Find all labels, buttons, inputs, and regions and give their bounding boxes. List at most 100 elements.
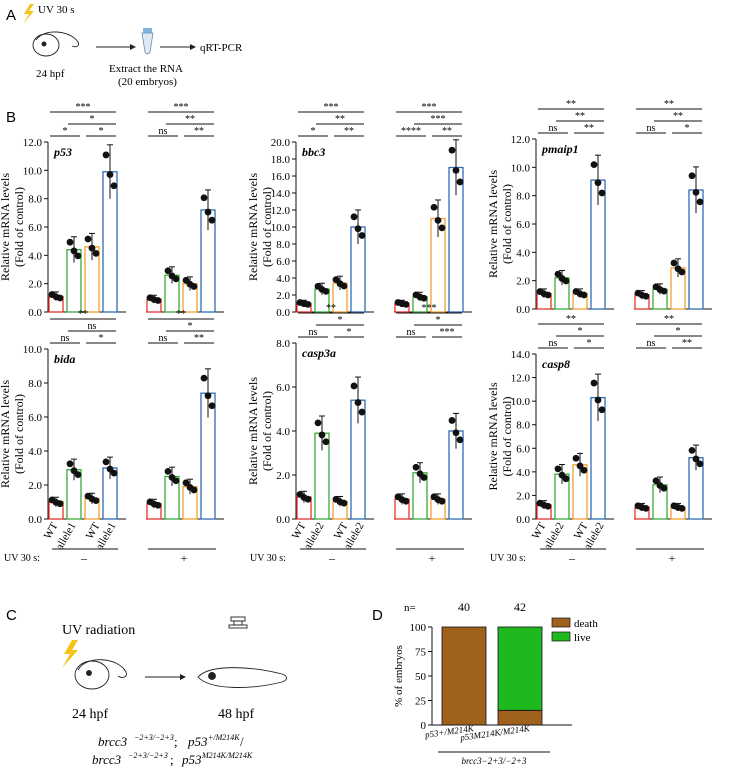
y-tick-label: 4.0 (28, 250, 42, 262)
sig-label: **** (401, 126, 421, 137)
data-point (66, 460, 74, 468)
y-tick-label: 6.0 (516, 443, 530, 455)
data-point (300, 494, 308, 501)
y-tick-label: 2.0 (276, 290, 290, 302)
y-tick-label: 12.0 (511, 134, 531, 146)
sig-label: *** (422, 102, 437, 113)
data-point (52, 498, 60, 506)
data-point (576, 290, 584, 298)
svg-text:+/M214K: +/M214K (208, 733, 240, 742)
y-tick-label: 2.0 (28, 480, 42, 492)
sig-label: ns (309, 327, 318, 338)
data-point (594, 179, 602, 187)
data-point (70, 467, 78, 475)
svg-text:p53: p53 (187, 734, 208, 749)
data-point (318, 286, 326, 293)
embryo-icon (74, 659, 127, 690)
uv-label: UV 30 s (38, 4, 74, 16)
data-point (358, 232, 366, 239)
data-point (358, 408, 366, 416)
legend-label-live: live (574, 632, 591, 644)
data-point (692, 188, 700, 196)
n-label: n= (404, 602, 416, 614)
data-point (150, 296, 158, 303)
data-point (692, 455, 700, 463)
y-label-line2: (Fold of control) (12, 394, 26, 474)
lightning-icon (62, 640, 78, 668)
data-point (540, 290, 548, 298)
data-point (558, 471, 566, 479)
extract-label: Extract the RNA (109, 63, 183, 75)
n-value: 40 (458, 600, 470, 614)
y-tick-label: 2.0 (276, 470, 290, 482)
y-tick-label: 4.0 (28, 446, 42, 458)
data-point (336, 498, 344, 506)
uv-row-1: UV 30 s: UV 30 s: UV 30 s: (4, 553, 526, 564)
data-point (208, 402, 216, 410)
y-axis-label: % of embryos (393, 645, 405, 707)
y-tick-label: 2.0 (516, 276, 530, 288)
data-point (168, 473, 176, 481)
y-label-line2: (Fold of control) (12, 187, 26, 267)
y-tick-label: 20.0 (271, 137, 291, 149)
data-point (106, 171, 114, 178)
data-point (164, 468, 172, 475)
sig-label: *** (431, 114, 446, 125)
sig-label: * (99, 333, 104, 344)
sig-label: * (99, 126, 104, 137)
data-point (688, 172, 696, 180)
sig-label: *** (440, 327, 455, 338)
uv-plus: + (669, 551, 676, 565)
data-point (448, 146, 456, 154)
data-point (696, 460, 704, 468)
data-point (598, 406, 606, 414)
uv-minus: – (80, 551, 88, 565)
sig-label: * (587, 338, 592, 349)
sig-label: ** (664, 314, 674, 325)
y-tick-label: 10.0 (23, 344, 43, 356)
sig-label: ns (647, 338, 656, 349)
data-point (656, 286, 664, 293)
y-tick-label: 25 (415, 696, 427, 708)
legend-swatch-death (551, 617, 571, 628)
panel-a-label: A (6, 7, 16, 24)
y-tick-label: 8.0 (28, 194, 42, 206)
sig-label: *** (422, 303, 437, 314)
data-point (696, 198, 704, 206)
data-point (674, 265, 682, 273)
data-point (452, 166, 460, 174)
data-point (168, 272, 176, 280)
y-tick-label: 0.0 (516, 514, 530, 526)
data-point (576, 462, 584, 470)
data-point (456, 178, 464, 186)
sig-label: * (311, 126, 316, 137)
data-point (102, 151, 110, 159)
y-label-line1: Relative mRNA levels (246, 377, 260, 485)
sig-label: * (436, 315, 441, 326)
gene-title: casp3a (302, 346, 336, 360)
data-point (438, 224, 446, 232)
y-tick-label: 10.0 (271, 222, 291, 234)
data-point (452, 429, 460, 437)
sig-label: ** (78, 309, 88, 320)
sig-label: * (90, 114, 95, 125)
sig-label: ** (575, 111, 585, 122)
sig-label: ** (566, 314, 576, 325)
y-label-line1: Relative mRNA levels (486, 170, 500, 278)
svg-text:−2+3/−2+3: −2+3/−2+3 (134, 733, 174, 742)
y-axis-label: Relative mRNA levels (Fold of control) (0, 380, 26, 488)
svg-text:brcc3: brcc3 (92, 752, 122, 767)
y-tick-label: 6.0 (28, 412, 42, 424)
y-tick-label: 0.0 (276, 307, 290, 319)
lamp-icon (228, 616, 248, 629)
y-tick-label: 6.0 (516, 219, 530, 231)
stage-24hpf: 24 hpf (36, 68, 65, 80)
data-point (540, 501, 548, 509)
svg-text:M214K/M214K: M214K/M214K (201, 751, 253, 760)
group-label: brcc3−2+3/−2+3 (462, 756, 527, 766)
legend-label-death: death (574, 618, 598, 630)
svg-text:;: ; (174, 734, 178, 749)
legend-swatch-live (551, 631, 571, 642)
data-point (200, 374, 208, 382)
